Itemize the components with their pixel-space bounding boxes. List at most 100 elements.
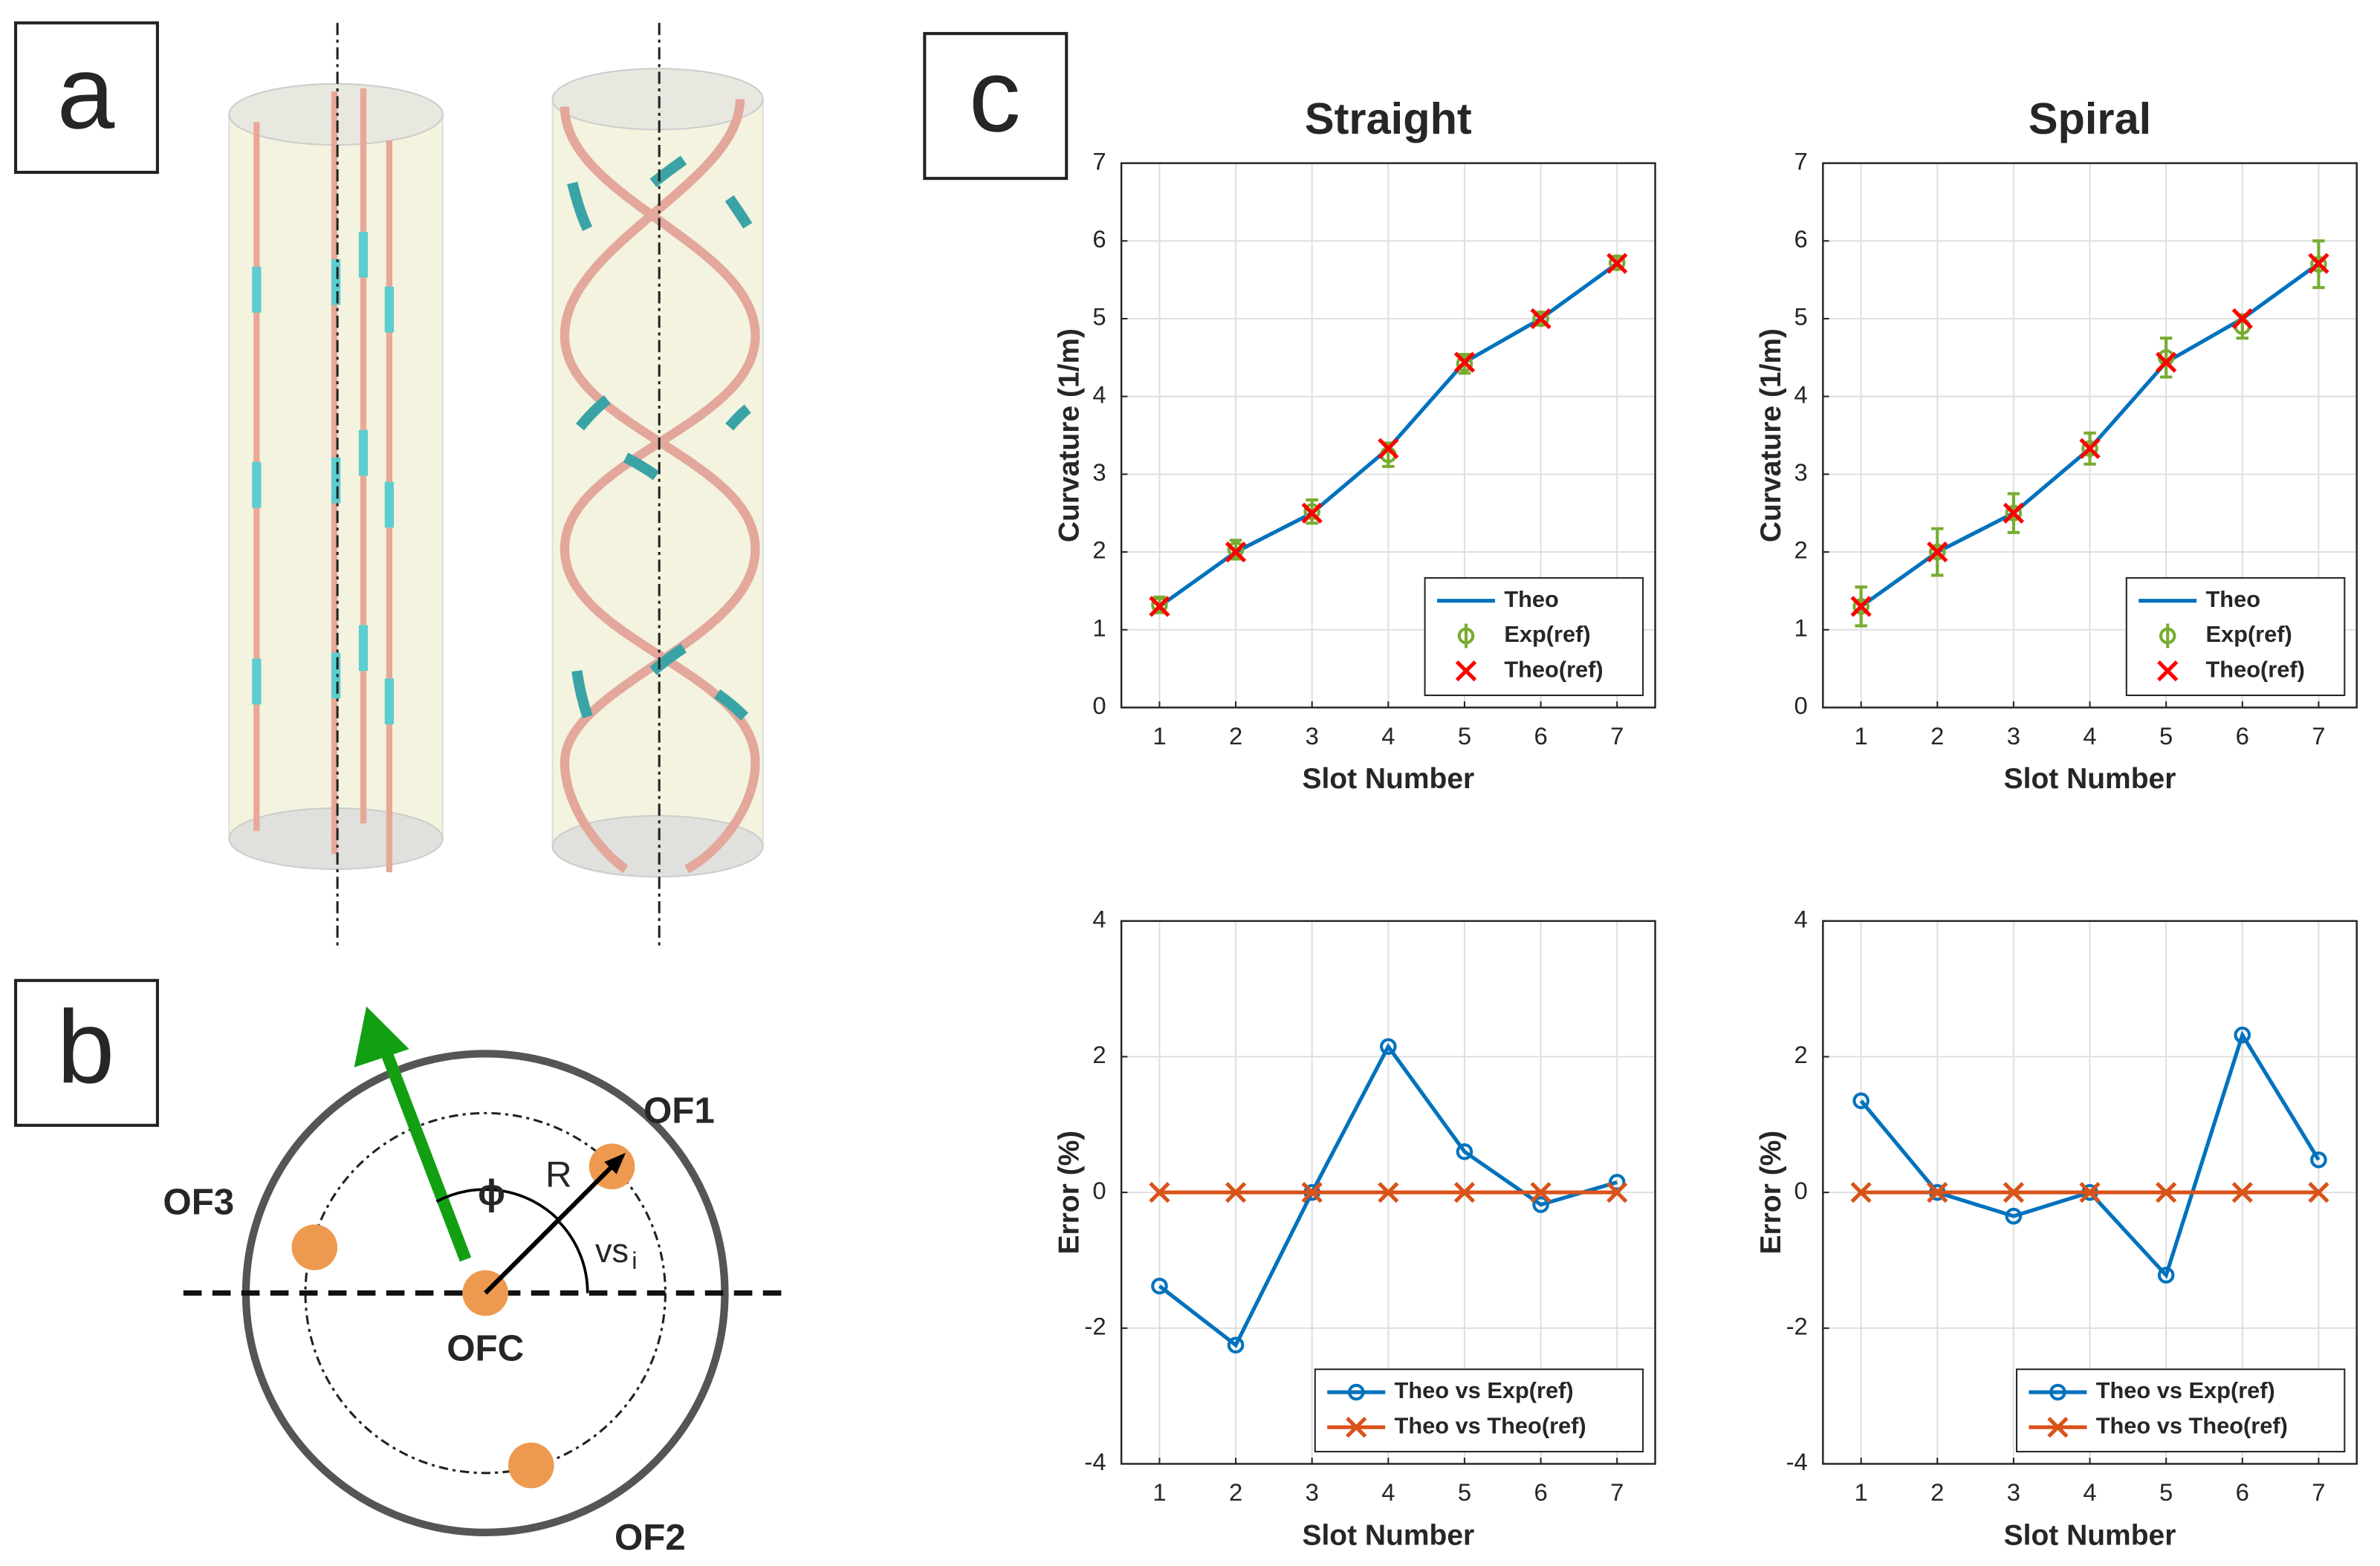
x-marker xyxy=(1530,308,1551,330)
x-tick-label: 3 xyxy=(2007,1478,2020,1506)
y-tick-label: 1 xyxy=(1794,614,1808,641)
legend-marker xyxy=(2159,627,2176,645)
x-stroke xyxy=(2079,1181,2101,1203)
x-stroke xyxy=(1606,1181,1628,1203)
x-stroke xyxy=(1927,541,1948,563)
circle-marker xyxy=(1151,1277,1168,1295)
radius-label: R xyxy=(545,1154,572,1195)
x-tick-label: 3 xyxy=(1306,722,1319,750)
fiber-label: OF1 xyxy=(643,1090,715,1131)
x-stroke xyxy=(2156,351,2177,373)
x-stroke xyxy=(2157,660,2179,682)
legend-marker xyxy=(1347,1383,1365,1401)
y-tick-label: 4 xyxy=(1794,905,1808,932)
x-tick-label: 5 xyxy=(2159,1478,2173,1506)
y-tick-label: -2 xyxy=(1084,1312,1106,1339)
x-tick-label: 4 xyxy=(1381,1478,1395,1506)
fiber-label: OFC xyxy=(447,1328,524,1369)
x-stroke xyxy=(2047,1417,2069,1438)
y-tick-label: 4 xyxy=(1794,380,1808,408)
angle-subscript: i xyxy=(632,1247,637,1274)
legend-label: Theo vs Theo(ref) xyxy=(1395,1412,1586,1438)
circle-marker xyxy=(1608,1174,1626,1191)
legend-label: Exp(ref) xyxy=(1504,621,1590,647)
circle-marker xyxy=(2157,1267,2175,1284)
x-marker xyxy=(1850,1181,1872,1203)
y-axis-label: Curvature (1/m) xyxy=(1054,328,1086,542)
arrow-head xyxy=(604,1152,626,1174)
circle-marker xyxy=(1227,1336,1245,1354)
x-tick-label: 4 xyxy=(2083,1478,2096,1506)
x-stroke xyxy=(2308,1181,2329,1203)
x-stroke xyxy=(1301,1181,1323,1203)
circle-marker xyxy=(1380,1038,1397,1056)
x-marker xyxy=(2003,1181,2025,1203)
x-marker xyxy=(1301,1181,1323,1203)
arrow-head xyxy=(354,1006,409,1068)
x-stroke xyxy=(1225,541,1247,563)
circle-marker xyxy=(2005,504,2023,522)
fiber-label: OF2 xyxy=(615,1517,686,1558)
x-stroke xyxy=(1378,438,1399,459)
x-tick-label: 1 xyxy=(1855,1478,1868,1506)
x-marker xyxy=(2308,1181,2329,1203)
x-tick-label: 6 xyxy=(1534,722,1547,750)
axes-box xyxy=(1822,162,2358,709)
y-tick-label: 7 xyxy=(1092,147,1106,175)
legend-marker xyxy=(1455,660,1477,682)
circle-marker xyxy=(2234,1026,2251,1044)
circle-marker xyxy=(1608,254,1626,271)
x-stroke xyxy=(1850,1181,1872,1203)
x-marker xyxy=(2308,253,2329,274)
y-tick-label: 0 xyxy=(1794,1177,1808,1204)
x-marker xyxy=(2003,502,2025,524)
straight-cylinder xyxy=(228,82,444,873)
x-tick-label: 5 xyxy=(2159,722,2173,750)
x-stroke xyxy=(2231,1181,2253,1203)
direction-arrow xyxy=(380,1050,472,1262)
x-marker xyxy=(1378,1181,1399,1203)
legend-marker xyxy=(2047,1417,2069,1438)
legend-label: Theo vs Theo(ref) xyxy=(2096,1412,2288,1438)
y-tick-label: -4 xyxy=(1084,1448,1106,1475)
legend-label: Theo vs Exp(ref) xyxy=(2096,1377,2275,1403)
x-stroke xyxy=(1530,308,1551,330)
x-tick-label: 1 xyxy=(1855,722,1868,750)
circle-marker xyxy=(1227,541,1245,559)
legend-marker xyxy=(1457,627,1475,645)
y-tick-label: 0 xyxy=(1092,692,1106,719)
axes-box xyxy=(1822,920,2358,1465)
legend-marker xyxy=(2049,1383,2066,1401)
circle-marker xyxy=(2005,1207,2023,1225)
x-stroke xyxy=(2003,502,2025,524)
x-tick-label: 5 xyxy=(1458,1478,1471,1506)
angle-label: vs xyxy=(595,1232,629,1270)
panel-box xyxy=(923,32,1069,181)
error-bar xyxy=(2159,337,2173,379)
x-tick-label: 1 xyxy=(1152,722,1166,750)
x-tick-label: 2 xyxy=(1229,1478,1242,1506)
x-stroke xyxy=(1378,1181,1399,1203)
x-tick-label: 2 xyxy=(1229,722,1242,750)
legend-label: Exp(ref) xyxy=(2206,621,2292,647)
circle-marker xyxy=(1303,503,1320,520)
chart-title: Spiral xyxy=(2029,94,2151,143)
legend-box xyxy=(2015,1368,2346,1453)
x-stroke xyxy=(1453,351,1476,373)
axes-box xyxy=(1120,162,1656,709)
x-tick-label: 1 xyxy=(1152,1478,1166,1506)
x-marker xyxy=(2079,438,2101,459)
x-marker xyxy=(1530,1181,1551,1203)
y-tick-label: 5 xyxy=(1794,303,1808,331)
legend-marker xyxy=(2157,660,2179,682)
x-stroke xyxy=(1301,502,1323,524)
y-tick-label: 5 xyxy=(1092,303,1106,331)
y-tick-label: 1 xyxy=(1092,614,1106,641)
circle-marker xyxy=(1928,543,1946,561)
x-stroke xyxy=(1530,1181,1551,1203)
x-marker xyxy=(1606,1181,1628,1203)
y-tick-label: 6 xyxy=(1794,225,1808,253)
x-tick-label: 6 xyxy=(2236,1478,2249,1506)
x-axis-label: Slot Number xyxy=(2004,763,2176,795)
x-stroke xyxy=(1149,596,1170,617)
